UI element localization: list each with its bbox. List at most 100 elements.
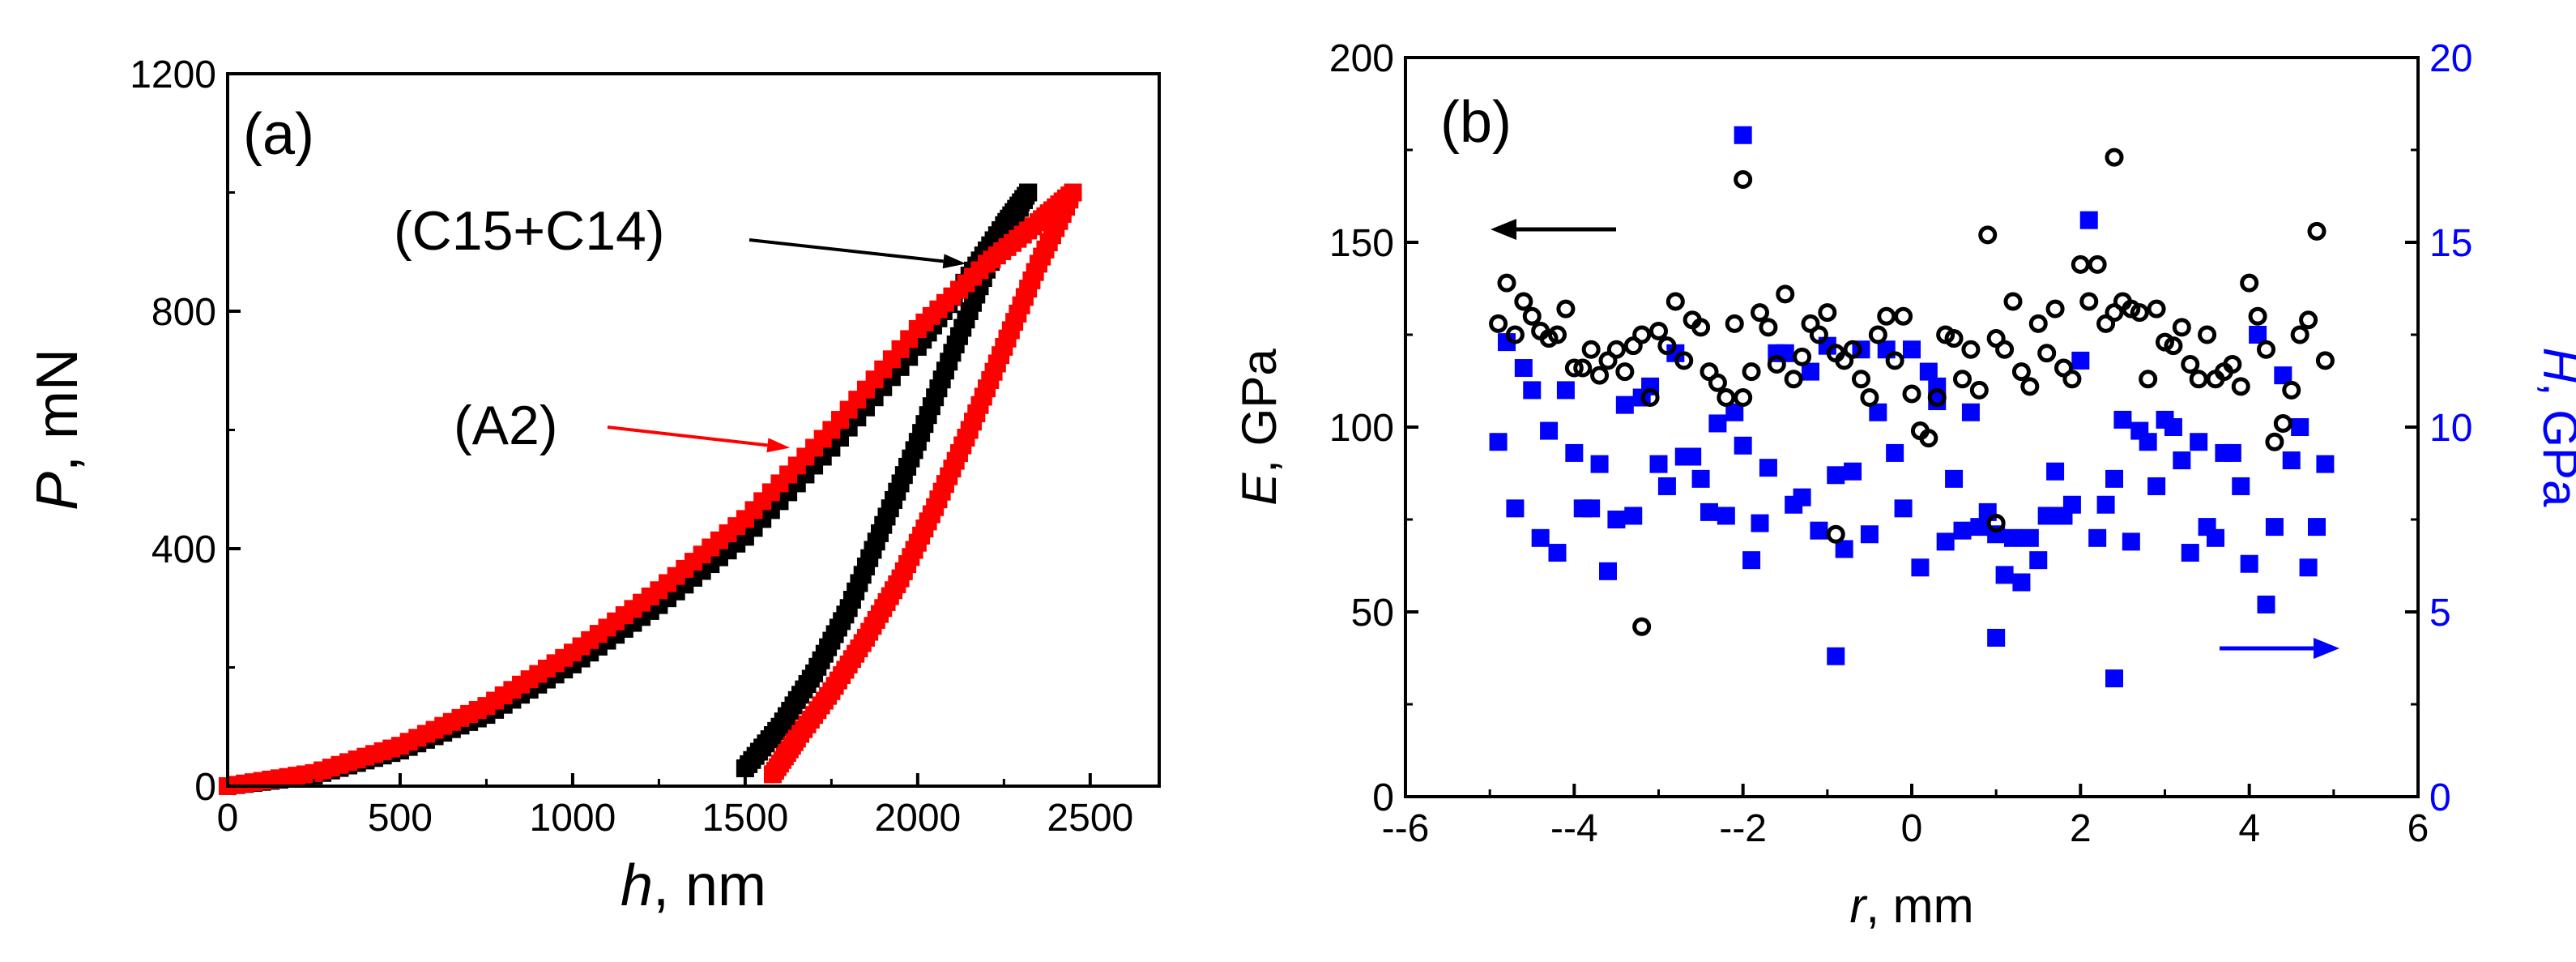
hardness-point [1599, 562, 1617, 580]
modulus-point [2037, 344, 2057, 363]
modulus-point [1674, 351, 1694, 370]
hardness-point [1793, 488, 1811, 507]
x-tick-label: --6 [1382, 807, 1430, 850]
hardness-point [2062, 495, 2081, 514]
series-modulus-e [1489, 148, 2335, 636]
modulus-point [2257, 340, 2275, 359]
panel-a: 0 500 1000 1500 2000 2500 0 400 800 1200 (a) (C15… [25, 53, 1161, 918]
modulus-point [1657, 336, 1677, 356]
hardness-point [1919, 362, 1938, 381]
annotation-a2-arrowhead [766, 438, 791, 453]
panel-b-left-unit: , GPa [1232, 348, 1286, 473]
panel-b-left-var: E [1232, 472, 1286, 506]
marker [763, 765, 782, 784]
modulus-point [2020, 377, 2040, 396]
modulus-point [1868, 325, 1887, 344]
modulus-point [2071, 254, 2090, 274]
hardness-point [1869, 403, 1887, 421]
hardness-point [2105, 469, 2123, 488]
modulus-point [2011, 362, 2031, 382]
modulus-point [1885, 351, 1904, 370]
hardness-point [1607, 511, 1626, 528]
panel-a-x-var: h [621, 853, 653, 918]
hardness-point [2071, 351, 2090, 370]
modulus-point [1927, 388, 1947, 408]
hardness-point [2139, 433, 2157, 451]
hardness-point [2173, 451, 2191, 470]
hardness-point [2088, 528, 2107, 547]
hardness-point [2020, 528, 2039, 547]
modulus-point [1489, 314, 1508, 333]
hardness-point [1903, 340, 1921, 359]
marker [736, 759, 754, 778]
hardness-point [1945, 469, 1964, 488]
modulus-point [1734, 169, 1753, 189]
hardness-point [2249, 326, 2267, 344]
modulus-point [1632, 617, 1652, 636]
x-tick-label: 6 [2408, 807, 2429, 850]
annotation-c15-c14-label: (C15+C14) [394, 200, 665, 262]
panel-b-x-axis-title: r, mm [1849, 879, 1973, 933]
modulus-point [1564, 358, 1584, 378]
hardness-point [1734, 126, 1752, 144]
hardness-point [2105, 669, 2123, 688]
hardness-point [2012, 573, 2031, 592]
panel-a-plot-data [219, 183, 1082, 795]
y-left-tick-label: 200 [1329, 37, 1394, 80]
hardness-point [2207, 528, 2224, 547]
hardness-point [1523, 381, 1542, 400]
hardness-point [2190, 433, 2208, 451]
hardness-point [2282, 451, 2301, 470]
panel-b-right-unit: , GPa [2533, 383, 2576, 507]
modulus-point [1606, 340, 1626, 359]
hardness-point [2274, 366, 2292, 385]
y-right-tick-label: 5 [2429, 592, 2451, 635]
hardness-point [2232, 477, 2250, 495]
y-left-tick-label: 0 [1372, 776, 1394, 819]
modulus-point [2223, 354, 2242, 374]
modulus-point [2198, 325, 2217, 344]
y-right-tick-label: 0 [2429, 776, 2451, 819]
hardness-point [1894, 499, 1913, 518]
modulus-point [1640, 388, 1660, 408]
modulus-point [1784, 370, 1803, 389]
hardness-point [2316, 455, 2335, 473]
hardness-point [1995, 566, 2014, 584]
hardness-point [1683, 447, 1702, 466]
hardness-point [2004, 528, 2022, 547]
hardness-point [2257, 595, 2275, 614]
modulus-point [2139, 370, 2158, 389]
hardness-point [1860, 525, 1879, 544]
hardness-point [1708, 414, 1727, 433]
modulus-point [1665, 292, 1685, 311]
hardness-point [1742, 551, 1761, 570]
hardness-point [1649, 455, 1668, 473]
hardness-point [1691, 469, 1710, 488]
modulus-point [1860, 388, 1879, 408]
hardness-point [2113, 410, 2132, 429]
hardness-point [1514, 359, 1533, 378]
panel-a-y-var: P [25, 472, 90, 511]
hardness-point [1802, 362, 1819, 381]
hardness-point [2240, 554, 2258, 573]
panel-b-plot-data [1489, 126, 2335, 688]
annotation-c15-c14-arrowhead [942, 254, 966, 269]
y-left-tick-label: 100 [1329, 407, 1394, 450]
modulus-point [1767, 354, 1786, 374]
series-hardness-h [1489, 126, 2335, 688]
modulus-point [1717, 388, 1736, 408]
panel-b-right-axis-title: H, GPa [2533, 348, 2576, 507]
modulus-point [2290, 325, 2309, 344]
hardness-point [1970, 518, 1989, 537]
modulus-point [1556, 299, 1576, 319]
modulus-point [2164, 336, 2183, 356]
modulus-point [1776, 284, 1795, 304]
modulus-point [2105, 148, 2124, 167]
hardness-point [1810, 521, 1828, 540]
y-right-tick-label: 20 [2429, 37, 2472, 80]
panel-b-label: (b) [1440, 90, 1512, 155]
modulus-point [2299, 310, 2318, 330]
series-a2 [219, 183, 1082, 795]
